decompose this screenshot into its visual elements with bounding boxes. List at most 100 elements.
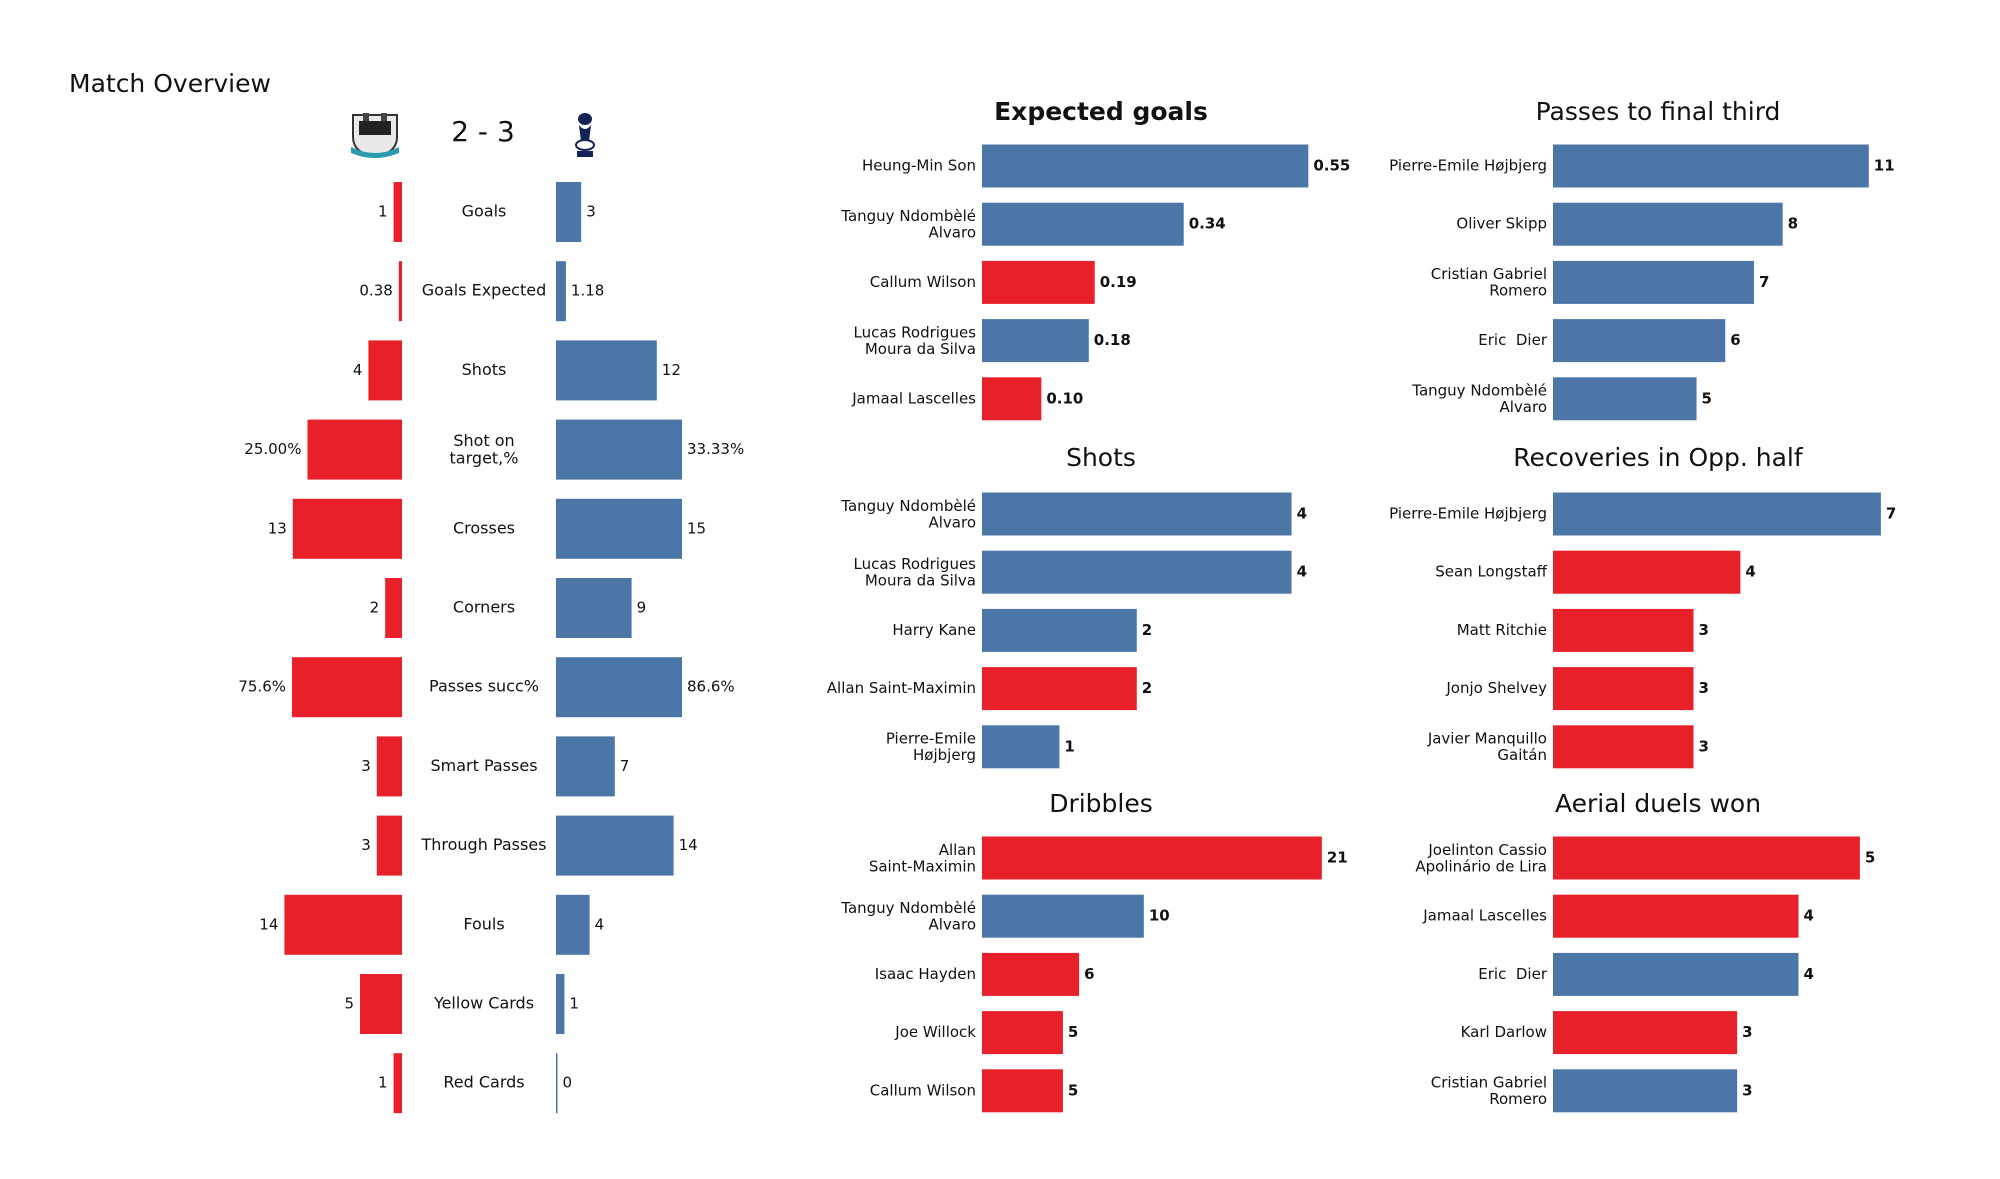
chart-title: Passes to final third [1536,97,1781,126]
home-value: 1 [378,1074,388,1092]
chart-title: Recoveries in Opp. half [1513,443,1804,472]
value-label: 5 [1702,389,1712,407]
player-label: Jamaal Lascelles [851,389,976,407]
player-label: Jonjo Shelvey [1445,679,1547,697]
home-bar [376,736,402,797]
bar [982,608,1137,652]
stat-label: Smart Passes [430,756,537,775]
bar [982,667,1137,711]
player-label: Cristian Gabriel Romero [1431,265,1547,300]
bar [982,319,1089,363]
value-label: 3 [1742,1081,1752,1099]
home-crest [351,113,399,159]
home-bar [292,498,402,559]
away-bar [556,815,674,876]
stat-label: Goals [462,202,507,221]
value-label: 4 [1297,505,1307,523]
player-label: Tanguy Ndombèlé Alvaro [840,206,976,241]
player-label: Harry Kane [892,621,976,639]
home-value: 25.00% [244,440,301,458]
value-label: 5 [1068,1023,1078,1041]
value-label: 5 [1068,1081,1078,1099]
away-value: 15 [687,519,706,537]
away-bar [556,261,566,322]
bar [982,1011,1063,1055]
home-value: 4 [353,361,363,379]
bar [1553,319,1726,363]
away-value: 86.6% [687,678,735,696]
away-value: 14 [679,836,698,854]
bar [982,836,1322,880]
value-label: 4 [1297,563,1307,581]
bar [982,377,1042,421]
player-label: Isaac Hayden [875,965,976,983]
bar [982,725,1060,769]
away-bar [556,419,682,480]
away-value: 0 [563,1074,573,1092]
player-label: Pierre-Emile Højbjerg [1389,157,1547,175]
player-label: Allan Saint-Maximin [827,679,976,697]
player-label: Tanguy Ndombèlé Alvaro [1411,381,1547,416]
home-value: 5 [344,995,354,1013]
player-label: Allan Saint-Maximin [869,840,976,875]
value-label: 6 [1730,331,1740,349]
value-label: 11 [1874,157,1895,175]
player-label: Cristian Gabriel Romero [1431,1073,1547,1108]
value-label: 21 [1327,849,1348,867]
bar [1553,894,1799,938]
away-value: 3 [586,203,596,221]
home-bar [393,1053,402,1114]
player-label: Tanguy Ndombèlé Alvaro [840,898,976,933]
chart-title: Expected goals [994,97,1208,126]
chart-title: Dribbles [1049,789,1153,818]
player-label: Heung-Min Son [862,157,976,175]
value-label: 1 [1064,737,1074,755]
chart-title: Aerial duels won [1555,789,1761,818]
bar [1553,667,1694,711]
bar [982,550,1292,594]
home-bar [292,657,402,718]
player-label: Eric Dier [1478,965,1548,983]
value-label: 6 [1084,965,1094,983]
home-bar [385,578,402,638]
stat-label: Goals Expected [422,281,547,300]
value-label: 5 [1865,849,1875,867]
player-label: Pierre-Emile Højbjerg [886,729,976,764]
home-bar [307,419,402,480]
value-label: 3 [1742,1023,1752,1041]
bar [1553,608,1694,652]
bar [1553,550,1741,594]
bar [1553,260,1754,304]
player-label: Callum Wilson [870,273,976,291]
home-bar [284,894,402,955]
bar [982,144,1309,188]
overview-title: Match Overview [69,69,271,98]
stat-label: Red Cards [443,1073,524,1092]
away-bar [556,657,682,718]
value-label: 2 [1142,679,1152,697]
home-value: 1 [378,203,388,221]
stat-label: Crosses [453,518,515,537]
player-label: Matt Ritchie [1457,621,1547,639]
value-label: 10 [1149,907,1170,925]
home-value: 13 [268,519,287,537]
player-label: Lucas Rodrigues Moura da Silva [854,323,977,358]
home-value: 75.6% [238,678,286,696]
player-label: Joe Willock [894,1023,976,1041]
away-bar [556,894,590,955]
value-label: 7 [1759,273,1769,291]
player-label: Karl Darlow [1461,1023,1547,1041]
away-bar [556,498,682,559]
bar [982,492,1292,536]
stat-label: Shot on target,% [450,430,519,467]
home-bar [398,261,402,322]
value-label: 4 [1745,563,1755,581]
bar [1553,725,1694,769]
value-label: 4 [1804,965,1814,983]
bar [1553,377,1697,421]
stat-label: Fouls [463,914,504,933]
bar [982,202,1184,246]
away-value: 1 [569,995,579,1013]
away-bar [556,736,615,797]
player-label: Sean Longstaff [1435,563,1547,581]
